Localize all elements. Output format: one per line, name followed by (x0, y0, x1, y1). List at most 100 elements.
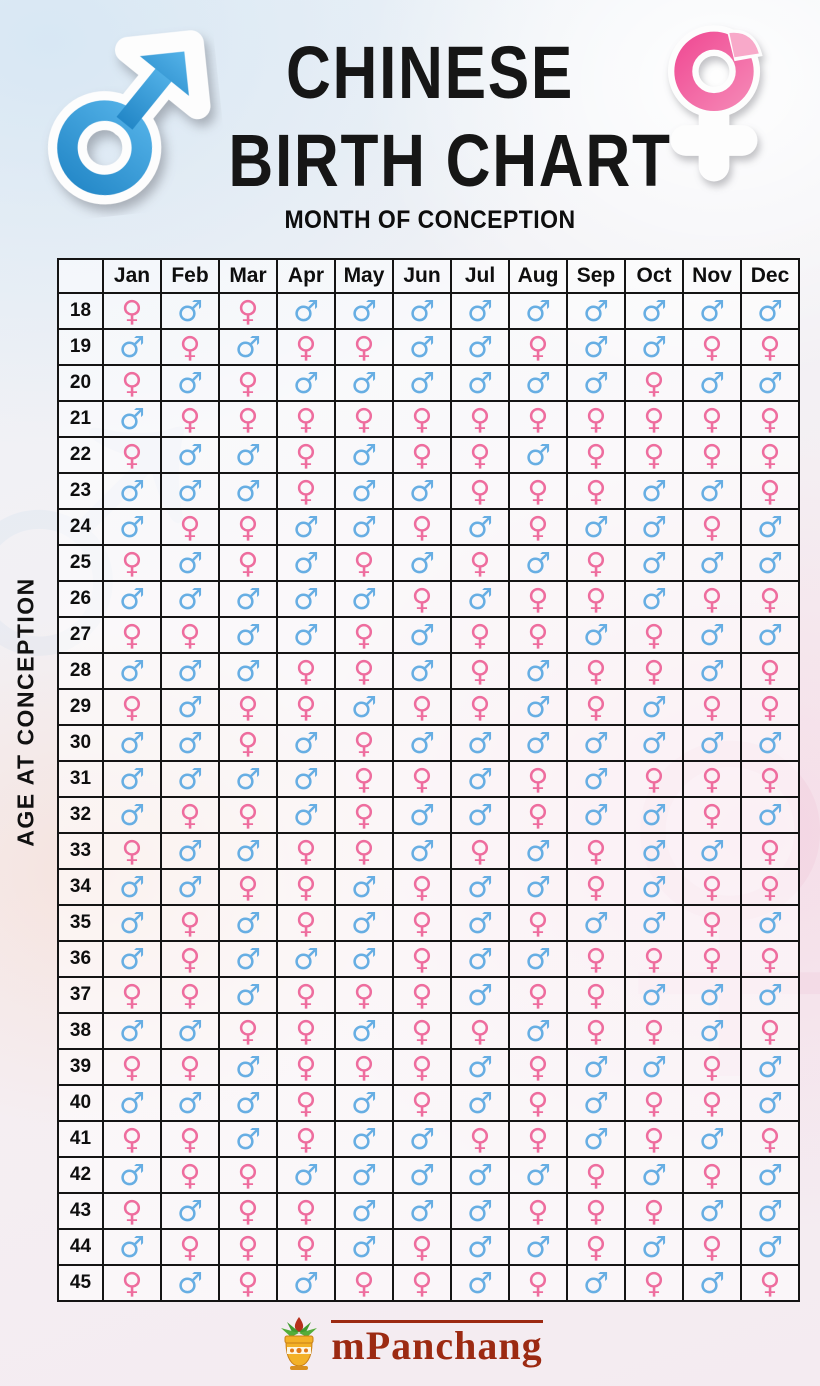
male-symbol-icon: ♂ (177, 869, 203, 904)
female-symbol-icon: ♀ (469, 1013, 491, 1048)
male-symbol-icon: ♂ (641, 509, 667, 544)
male-symbol-icon: ♂ (293, 581, 319, 616)
male-symbol-icon: ♂ (351, 1229, 377, 1264)
gender-cell: ♂ (508, 724, 568, 762)
gender-cell: ♀ (566, 1228, 626, 1266)
female-symbol-icon: ♀ (411, 689, 433, 724)
gender-cell: ♂ (682, 652, 742, 690)
gender-cell: ♀ (102, 832, 162, 870)
gender-cell: ♀ (160, 904, 220, 942)
age-label: 35 (57, 904, 104, 942)
gender-cell: ♂ (682, 1120, 742, 1158)
month-header-dec: Dec (740, 258, 800, 294)
gender-cell: ♂ (624, 724, 684, 762)
female-symbol-icon: ♀ (353, 977, 375, 1012)
female-symbol-icon: ♀ (701, 797, 723, 832)
gender-cell: ♀ (276, 976, 336, 1014)
female-symbol-icon: ♀ (295, 1193, 317, 1228)
female-symbol-icon: ♀ (295, 977, 317, 1012)
gender-cell: ♀ (276, 904, 336, 942)
gender-cell: ♂ (334, 688, 394, 726)
gender-cell: ♂ (160, 436, 220, 474)
month-header-feb: Feb (160, 258, 220, 294)
gender-cell: ♂ (102, 760, 162, 798)
table-row-age-22: 22 ♀ ♂ ♂ ♀ ♂ ♀ ♀ ♂ ♀ ♀ ♀ ♀ (57, 436, 800, 474)
header: CHINESE BIRTH CHART MONTH OF CONCEPTION (0, 0, 820, 250)
gender-cell: ♀ (508, 616, 568, 654)
gender-cell: ♀ (392, 1264, 452, 1302)
gender-cell: ♀ (160, 940, 220, 978)
female-symbol-icon: ♀ (353, 1265, 375, 1300)
female-symbol-icon: ♀ (353, 1049, 375, 1084)
female-symbol-icon: ♀ (411, 1265, 433, 1300)
female-symbol-icon: ♀ (643, 1013, 665, 1048)
female-symbol-icon: ♀ (295, 437, 317, 472)
gender-cell: ♀ (624, 1084, 684, 1122)
gender-cell: ♀ (508, 328, 568, 366)
male-symbol-icon: ♂ (757, 509, 783, 544)
gender-cell: ♀ (450, 544, 510, 582)
month-header-jul: Jul (450, 258, 510, 294)
gender-cell: ♂ (508, 832, 568, 870)
gender-cell: ♂ (160, 544, 220, 582)
gender-cell: ♂ (508, 292, 568, 330)
female-symbol-icon: ♀ (585, 941, 607, 976)
gender-cell: ♀ (682, 1228, 742, 1266)
birth-chart-table-wrap: Jan Feb Mar Apr May Jun Jul Aug Sep Oct Nov Dec 18 ♀… (57, 258, 800, 1302)
gender-cell: ♀ (276, 1012, 336, 1050)
female-symbol-icon: ♀ (237, 869, 259, 904)
male-symbol-icon: ♂ (235, 437, 261, 472)
age-label: 29 (57, 688, 104, 726)
male-symbol-icon: ♂ (757, 725, 783, 760)
gender-cell: ♀ (218, 868, 278, 906)
age-label: 30 (57, 724, 104, 762)
gender-cell: ♂ (682, 1012, 742, 1050)
female-symbol-icon: ♀ (759, 581, 781, 616)
gender-cell: ♂ (566, 328, 626, 366)
male-symbol-icon: ♂ (351, 689, 377, 724)
female-symbol-icon: ♀ (121, 437, 143, 472)
table-row-age-33: 33 ♀ ♂ ♂ ♀ ♀ ♂ ♀ ♂ ♀ ♂ ♂ ♀ (57, 832, 800, 870)
female-symbol-icon: ♀ (643, 761, 665, 796)
male-symbol-icon: ♂ (467, 329, 493, 364)
gender-cell: ♀ (740, 760, 800, 798)
female-symbol-icon: ♀ (411, 509, 433, 544)
male-symbol-icon: ♂ (699, 617, 725, 652)
male-symbol-icon: ♂ (235, 653, 261, 688)
male-symbol-icon: ♂ (467, 365, 493, 400)
gender-cell: ♂ (392, 328, 452, 366)
brand-wordmark: mPanchang (331, 1320, 543, 1368)
male-symbol-icon: ♂ (177, 1085, 203, 1120)
gender-cell: ♀ (624, 616, 684, 654)
gender-cell: ♀ (682, 1156, 742, 1194)
table-row-age-28: 28 ♂ ♂ ♂ ♀ ♀ ♂ ♀ ♂ ♀ ♀ ♂ ♀ (57, 652, 800, 690)
gender-cell: ♂ (508, 436, 568, 474)
age-at-conception-label: AGE AT CONCEPTION (12, 577, 39, 847)
male-symbol-icon: ♂ (467, 761, 493, 796)
gender-cell: ♂ (508, 688, 568, 726)
gender-cell: ♂ (334, 1192, 394, 1230)
gender-cell: ♀ (160, 616, 220, 654)
gender-cell: ♂ (450, 328, 510, 366)
male-symbol-icon: ♂ (525, 1013, 551, 1048)
male-symbol-icon: ♂ (293, 293, 319, 328)
female-sticker-icon (667, 25, 763, 182)
gender-cell: ♂ (392, 1192, 452, 1230)
female-symbol-icon: ♀ (237, 1157, 259, 1192)
female-symbol-icon: ♀ (411, 581, 433, 616)
male-symbol-icon: ♂ (119, 473, 145, 508)
gender-cell: ♂ (218, 328, 278, 366)
gender-cell: ♀ (624, 652, 684, 690)
gender-cell: ♂ (682, 1264, 742, 1302)
gender-cell: ♂ (566, 760, 626, 798)
gender-cell: ♀ (566, 400, 626, 438)
gender-cell: ♀ (334, 832, 394, 870)
male-symbol-icon: ♂ (583, 365, 609, 400)
female-symbol-icon: ♀ (759, 1013, 781, 1048)
male-symbol-icon: ♂ (351, 509, 377, 544)
male-symbol-icon: ♂ (467, 905, 493, 940)
male-symbol-icon: ♂ (235, 761, 261, 796)
female-symbol-icon: ♀ (643, 1085, 665, 1120)
gender-cell: ♀ (334, 1264, 394, 1302)
